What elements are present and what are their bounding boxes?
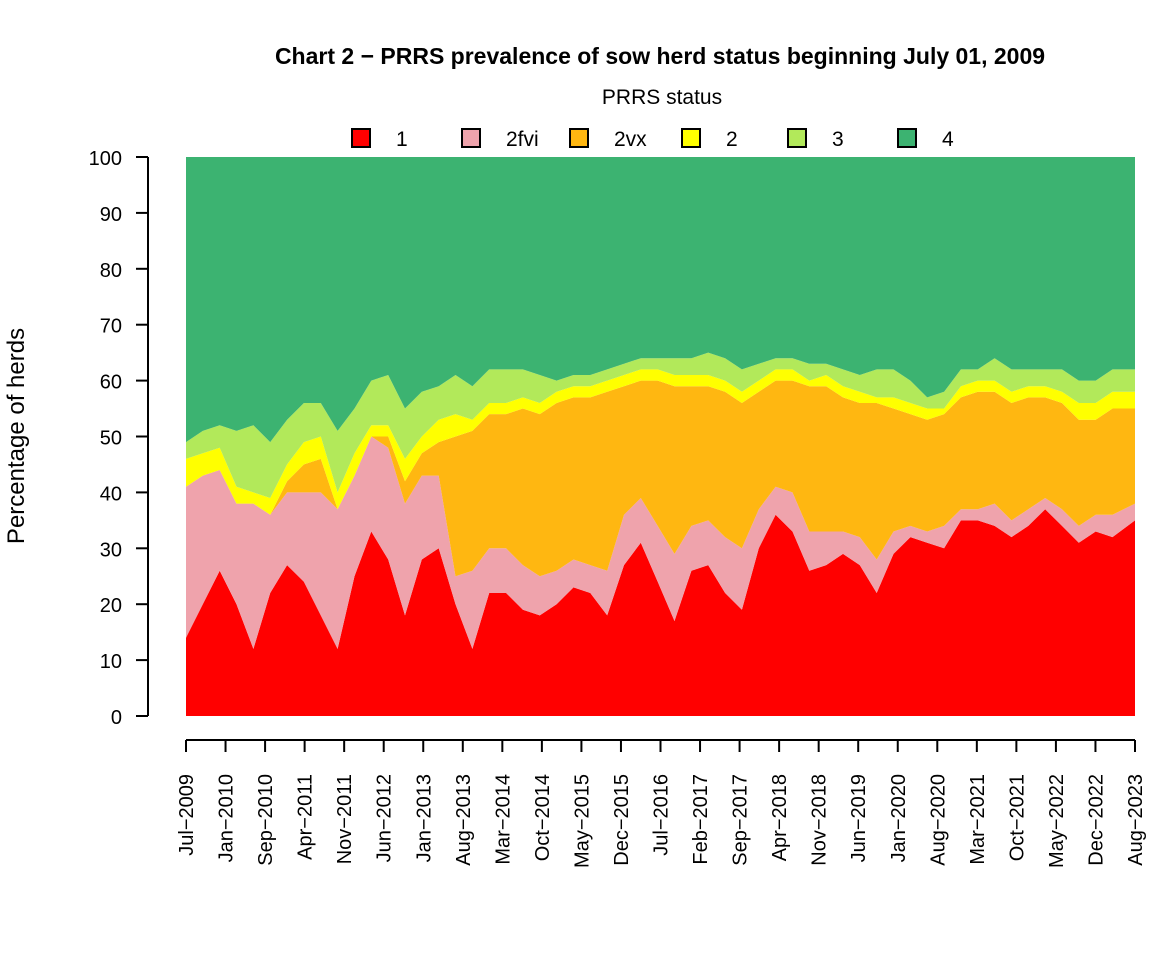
legend-label-3: 3 <box>832 128 844 151</box>
legend-swatch-2 <box>681 128 701 148</box>
legend-swatch-2vx <box>569 128 589 148</box>
legend-label-2: 2 <box>726 128 738 151</box>
x-tick-label: May−2022 <box>1046 774 1068 868</box>
x-tick-label: Feb−2017 <box>690 774 712 865</box>
legend: 1 2fvi 2vx 2 3 4 <box>351 128 954 151</box>
x-tick-label: Jun−2019 <box>848 774 870 862</box>
x-tick-label: Jul−2009 <box>176 774 198 856</box>
y-tick-label: 70 <box>100 316 122 338</box>
x-tick-label: Jan−2010 <box>216 774 238 862</box>
legend-swatch-2fvi <box>461 128 481 148</box>
area-series-3 <box>186 352 1135 498</box>
x-tick-label: Mar−2014 <box>492 774 514 865</box>
x-tick-label: Jan−2020 <box>888 774 910 862</box>
legend-swatch-1 <box>351 128 371 148</box>
x-tick-label: Jul−2016 <box>651 774 673 856</box>
y-axis: 0 10 20 30 40 50 60 70 80 90 100 <box>89 148 149 729</box>
legend-swatch-3 <box>787 128 807 148</box>
x-tick-label: Nov−2011 <box>334 774 356 864</box>
area-series-2fvi <box>186 436 1135 649</box>
x-tick-label: Jun−2012 <box>374 774 396 862</box>
y-tick-label: 100 <box>89 148 122 170</box>
x-tick-label: Sep−2010 <box>255 774 277 866</box>
x-tick-label: Dec−2022 <box>1085 774 1107 866</box>
area-series-2vx <box>186 380 1135 577</box>
x-tick-label: Oct−2021 <box>1006 774 1028 861</box>
legend-title: PRRS status <box>602 86 722 109</box>
y-tick-label: 0 <box>111 707 122 729</box>
y-tick-label: 40 <box>100 483 122 505</box>
x-tick-label: Mar−2021 <box>967 774 989 865</box>
legend-label-4: 4 <box>942 128 954 151</box>
legend-label-2fvi: 2fvi <box>506 128 539 151</box>
legend-label-2vx: 2vx <box>614 128 647 151</box>
x-tick-label: May−2015 <box>571 774 593 868</box>
y-tick-label: 90 <box>100 204 122 226</box>
area-series-2 <box>186 369 1135 515</box>
x-tick-label: Dec−2015 <box>611 774 633 866</box>
legend-label-1: 1 <box>396 128 408 151</box>
y-tick-label: 10 <box>100 651 122 673</box>
legend-swatch-4 <box>897 128 917 148</box>
x-axis: Jul−2009 Jan−2010 Sep−2010 Apr−2011 Nov−2011… <box>176 739 1147 868</box>
x-tick-label: Oct−2014 <box>532 774 554 861</box>
x-tick-label: Aug−2023 <box>1125 774 1147 866</box>
y-axis-label: Percentage of herds <box>3 328 30 544</box>
y-tick-label: 60 <box>100 372 122 394</box>
area-series-1 <box>186 509 1135 716</box>
chart-title: Chart 2 − PRRS prevalence of sow herd st… <box>275 43 1045 69</box>
y-tick-label: 30 <box>100 539 122 561</box>
y-tick-label: 50 <box>100 428 122 450</box>
x-tick-label: Aug−2013 <box>453 774 475 866</box>
x-tick-label: Apr−2011 <box>295 774 317 860</box>
x-tick-label: Apr−2018 <box>769 774 791 861</box>
plot-areas <box>186 157 1135 716</box>
x-tick-label: Jan−2013 <box>413 774 435 862</box>
y-tick-label: 80 <box>100 260 122 282</box>
x-tick-label: Aug−2020 <box>927 774 949 866</box>
x-tick-label: Sep−2017 <box>730 774 752 866</box>
area-series-4 <box>186 157 1135 443</box>
y-tick-label: 20 <box>100 595 122 617</box>
x-tick-label: Nov−2018 <box>809 774 831 866</box>
